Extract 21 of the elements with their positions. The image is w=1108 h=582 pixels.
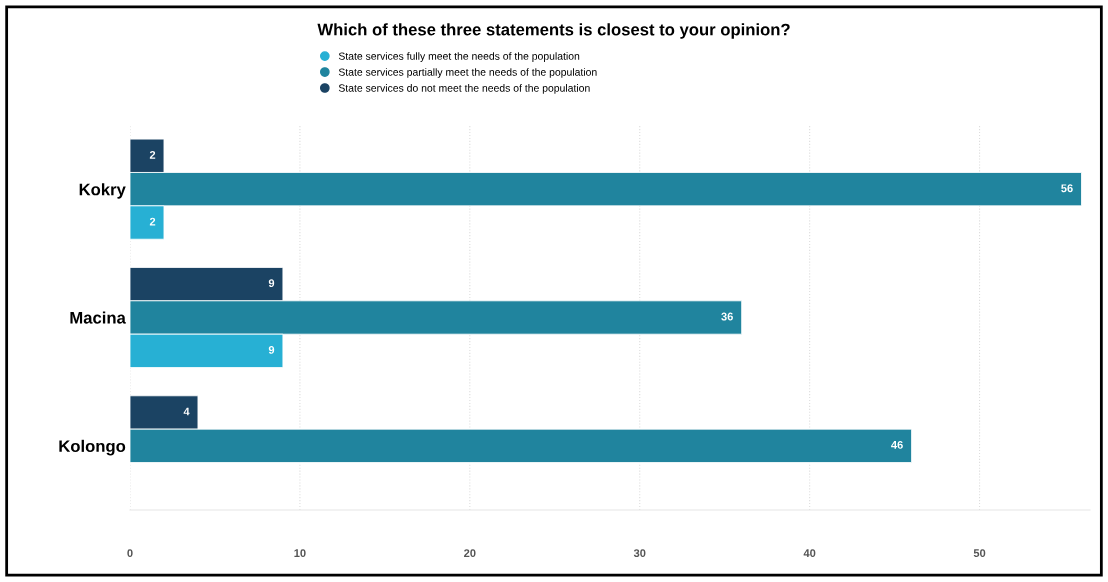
y-tick-label: Macina	[70, 311, 126, 324]
x-tick-label: 30	[633, 549, 646, 558]
legend-label: State services partially meet the needs of the population	[338, 68, 597, 78]
data-label: 36	[721, 312, 733, 321]
x-tick-label: 50	[973, 549, 986, 558]
x-tick-label: 20	[464, 549, 476, 558]
x-tick-label: 10	[294, 549, 306, 558]
legend-label: State services do not meet the needs of the population	[338, 84, 590, 94]
data-label: 2	[149, 150, 156, 159]
data-label: 4	[183, 407, 190, 416]
data-label: 46	[891, 440, 903, 449]
y-tick-label: Kokry	[79, 183, 126, 199]
data-label: 9	[268, 345, 275, 354]
data-label: 2	[149, 217, 156, 226]
y-tick-label: Kolongo	[59, 439, 126, 456]
x-tick-label: 40	[803, 549, 816, 558]
data-label: 56	[1061, 184, 1073, 193]
data-label: 9	[268, 279, 275, 288]
legend-label: State services fully meet the needs of the population	[338, 52, 580, 62]
x-tick-label: 0	[127, 549, 133, 558]
chart-title: Which of these three statements is closest to your opinion?	[317, 23, 790, 39]
